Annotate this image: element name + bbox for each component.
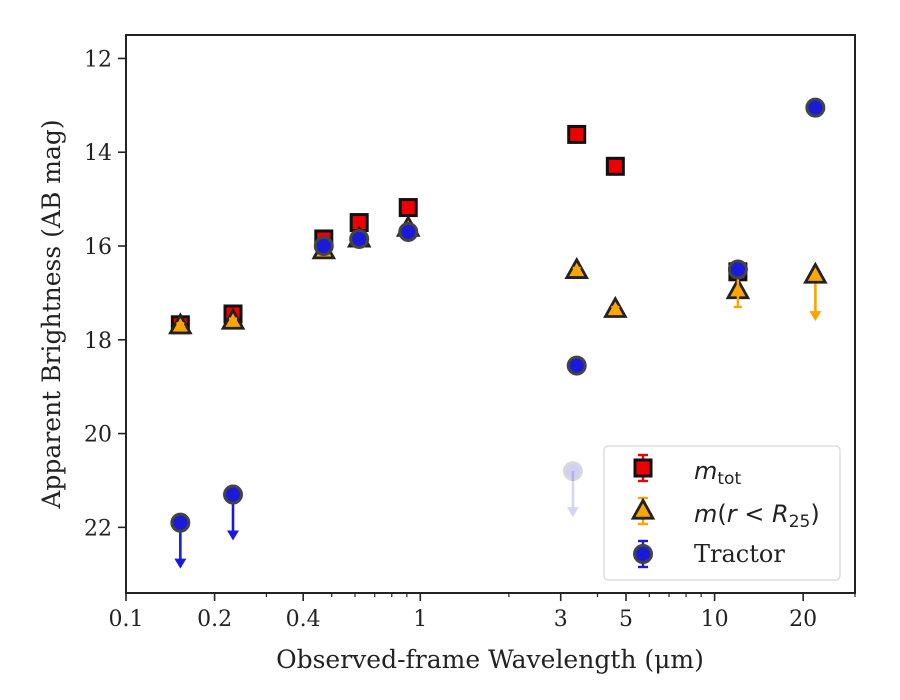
x-tick-label: 0.2 xyxy=(197,607,232,632)
y-tick-label: 16 xyxy=(84,235,112,260)
legend: mtot m(r < R25) Tractor xyxy=(603,445,841,581)
legend-markers xyxy=(630,453,656,569)
legend-marker-mtot xyxy=(633,458,653,478)
y-axis-label: Apparent Brightness (AB mag) xyxy=(37,119,66,509)
faded-upper-limit-arrow xyxy=(566,471,579,518)
y-tick-label: 22 xyxy=(84,516,112,541)
x-tick-label: 3 xyxy=(554,607,568,632)
x-tick-label: 1 xyxy=(413,607,427,632)
legend-marker-m-r25 xyxy=(630,497,656,520)
x-axis-label: Observed-frame Wavelength (μm) xyxy=(276,645,704,674)
data-point-tractor xyxy=(223,484,244,505)
x-tick-label: 0.4 xyxy=(286,607,321,632)
data-points-layer xyxy=(168,97,828,569)
y-axis-ticks: 12 14 16 18 20 22 xyxy=(84,47,126,541)
x-tick-label: 20 xyxy=(789,607,817,632)
legend-marker-tractor xyxy=(633,544,653,564)
legend-label-tractor: Tractor xyxy=(694,540,785,568)
faded-upper-limit-arrow-head xyxy=(566,507,579,518)
x-tick-label: 10 xyxy=(701,607,729,632)
data-point-m-r25 xyxy=(803,261,828,284)
data-point-tractor xyxy=(170,512,191,533)
background-markers-layer xyxy=(562,461,583,518)
x-tick-label: 0.1 xyxy=(109,607,144,632)
y-tick-label: 12 xyxy=(84,47,112,72)
plot-frame xyxy=(125,34,856,594)
y-tick-label: 20 xyxy=(84,423,112,448)
faded-data-point xyxy=(562,461,583,482)
x-axis-ticks: 0.1 0.2 0.4 1 3 5 10 20 xyxy=(109,593,856,632)
legend-box xyxy=(603,445,841,581)
y-tick-label: 18 xyxy=(84,329,112,354)
y-tick-label: 14 xyxy=(84,141,112,166)
series-tractor xyxy=(170,97,826,569)
upper-limit-arrow-m-r25-head xyxy=(809,311,822,322)
x-tick-label: 5 xyxy=(619,607,633,632)
upper-limit-arrow-tractor-head xyxy=(227,530,240,541)
upper-limit-arrow-tractor-head xyxy=(174,558,187,569)
